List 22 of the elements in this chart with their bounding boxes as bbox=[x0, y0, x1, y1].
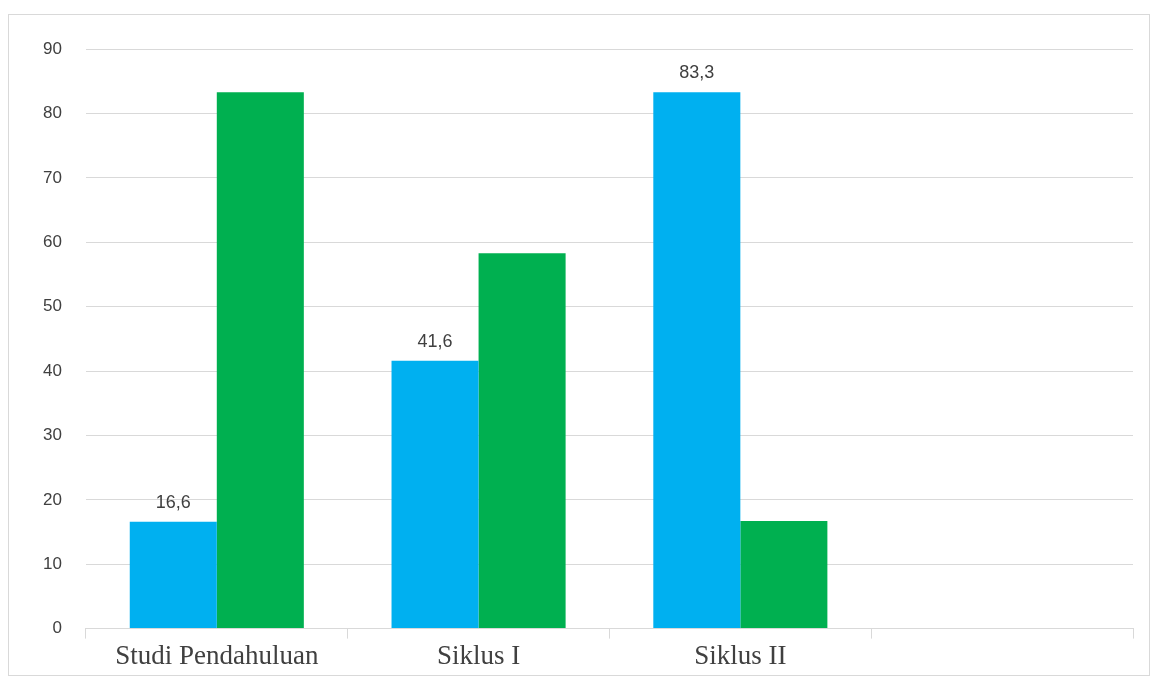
bar bbox=[740, 521, 828, 629]
data-label: 83,3 bbox=[679, 62, 715, 83]
bar bbox=[653, 92, 741, 629]
x-tick-label: Siklus I bbox=[436, 639, 521, 670]
bar bbox=[391, 360, 479, 629]
data-label: 16,6 bbox=[155, 491, 191, 512]
y-tick-label: 70 bbox=[42, 167, 62, 187]
y-tick-label: 40 bbox=[42, 360, 62, 380]
y-tick-label: 30 bbox=[42, 425, 62, 445]
x-tick-label: Studi Pendahuluan bbox=[115, 639, 319, 670]
y-tick-label: 90 bbox=[42, 38, 62, 58]
y-tick-label: 20 bbox=[42, 489, 62, 509]
x-tick-label: Siklus II bbox=[694, 639, 787, 670]
bar bbox=[478, 253, 566, 629]
y-tick-label: 80 bbox=[42, 103, 62, 123]
y-tick-label: 10 bbox=[42, 553, 62, 573]
bar bbox=[216, 92, 304, 629]
bar bbox=[129, 521, 217, 629]
y-tick-label: 60 bbox=[42, 232, 62, 252]
y-tick-label: 50 bbox=[42, 296, 62, 316]
data-label: 41,6 bbox=[417, 330, 453, 351]
y-tick-label: 0 bbox=[52, 618, 62, 638]
